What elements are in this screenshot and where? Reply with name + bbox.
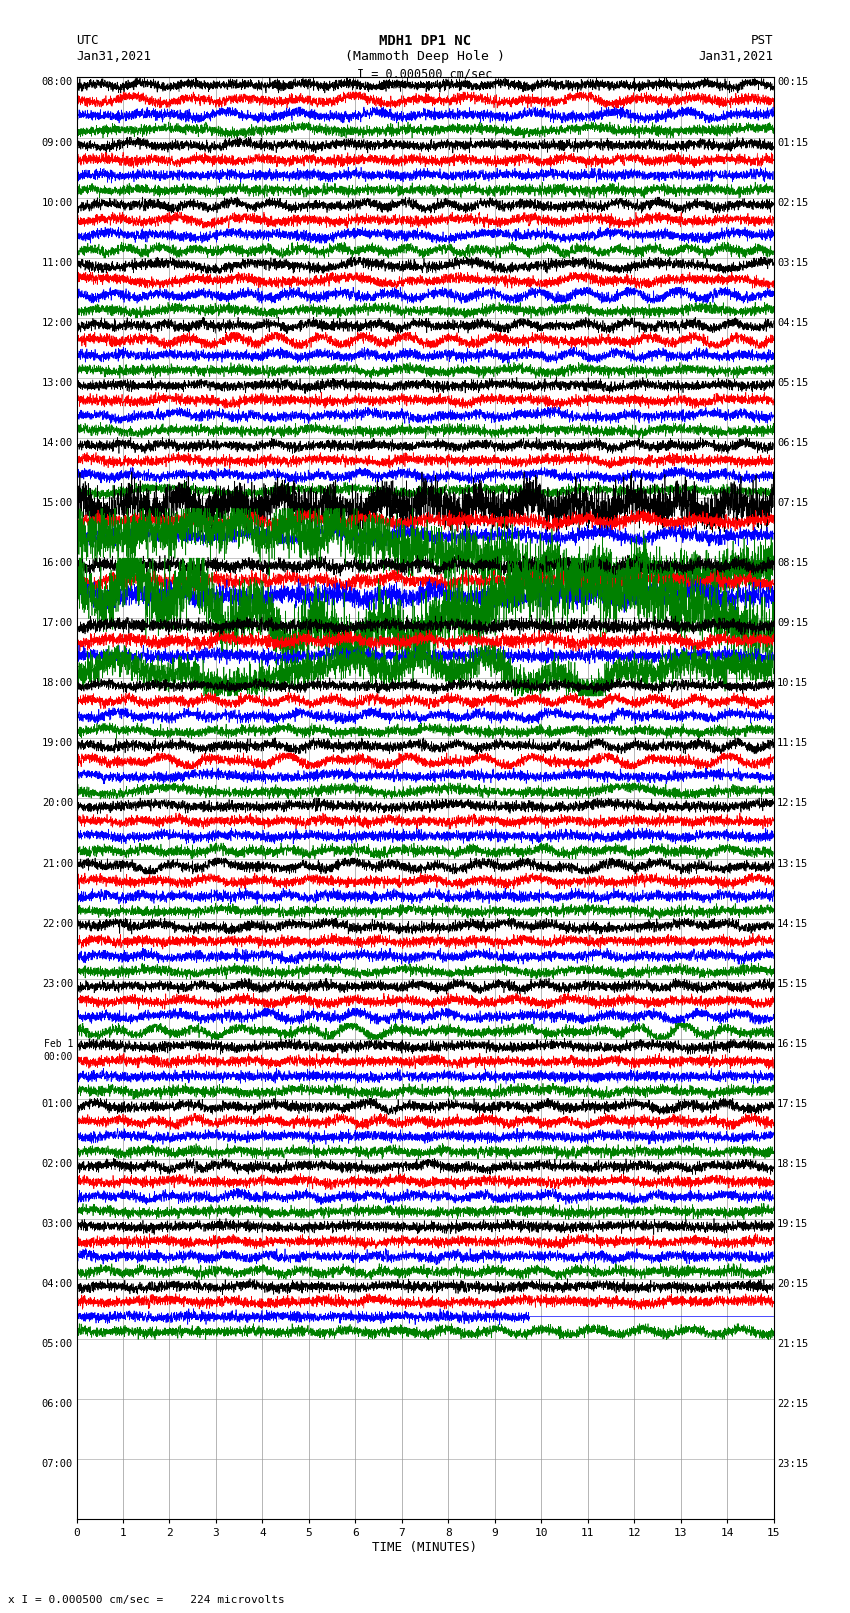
Text: 04:00: 04:00 (42, 1279, 73, 1289)
Text: 22:15: 22:15 (777, 1400, 808, 1410)
Text: 21:00: 21:00 (42, 858, 73, 868)
Text: Jan31,2021: Jan31,2021 (699, 50, 774, 63)
Text: 07:00: 07:00 (42, 1460, 73, 1469)
Text: 09:00: 09:00 (42, 137, 73, 147)
Text: PST: PST (751, 34, 774, 47)
Text: (Mammoth Deep Hole ): (Mammoth Deep Hole ) (345, 50, 505, 63)
Text: 17:15: 17:15 (777, 1098, 808, 1108)
Text: 05:00: 05:00 (42, 1339, 73, 1348)
Text: 10:15: 10:15 (777, 677, 808, 689)
Text: 10:00: 10:00 (42, 198, 73, 208)
Text: 13:00: 13:00 (42, 377, 73, 387)
Text: 23:15: 23:15 (777, 1460, 808, 1469)
Text: 19:15: 19:15 (777, 1219, 808, 1229)
Text: 20:00: 20:00 (42, 798, 73, 808)
Text: 00:15: 00:15 (777, 77, 808, 87)
Text: 00:00: 00:00 (43, 1052, 73, 1061)
X-axis label: TIME (MINUTES): TIME (MINUTES) (372, 1542, 478, 1555)
Text: 05:15: 05:15 (777, 377, 808, 387)
Text: 07:15: 07:15 (777, 498, 808, 508)
Text: 17:00: 17:00 (42, 618, 73, 627)
Text: 08:00: 08:00 (42, 77, 73, 87)
Text: 16:15: 16:15 (777, 1039, 808, 1048)
Text: 15:00: 15:00 (42, 498, 73, 508)
Text: 08:15: 08:15 (777, 558, 808, 568)
Text: 03:00: 03:00 (42, 1219, 73, 1229)
Text: 19:00: 19:00 (42, 739, 73, 748)
Text: 23:00: 23:00 (42, 979, 73, 989)
Text: 16:00: 16:00 (42, 558, 73, 568)
Text: I = 0.000500 cm/sec: I = 0.000500 cm/sec (357, 68, 493, 81)
Text: 18:00: 18:00 (42, 677, 73, 689)
Text: 06:00: 06:00 (42, 1400, 73, 1410)
Text: x I = 0.000500 cm/sec =    224 microvolts: x I = 0.000500 cm/sec = 224 microvolts (8, 1595, 286, 1605)
Text: 04:15: 04:15 (777, 318, 808, 327)
Text: 12:15: 12:15 (777, 798, 808, 808)
Text: 02:00: 02:00 (42, 1158, 73, 1169)
Text: 01:00: 01:00 (42, 1098, 73, 1108)
Text: 14:15: 14:15 (777, 919, 808, 929)
Text: 15:15: 15:15 (777, 979, 808, 989)
Text: 20:15: 20:15 (777, 1279, 808, 1289)
Text: 18:15: 18:15 (777, 1158, 808, 1169)
Text: Feb 1: Feb 1 (43, 1039, 73, 1048)
Text: 06:15: 06:15 (777, 439, 808, 448)
Text: MDH1 DP1 NC: MDH1 DP1 NC (379, 34, 471, 48)
Text: 11:15: 11:15 (777, 739, 808, 748)
Text: 03:15: 03:15 (777, 258, 808, 268)
Text: 09:15: 09:15 (777, 618, 808, 627)
Text: 21:15: 21:15 (777, 1339, 808, 1348)
Text: UTC: UTC (76, 34, 99, 47)
Text: Jan31,2021: Jan31,2021 (76, 50, 151, 63)
Text: 12:00: 12:00 (42, 318, 73, 327)
Text: 11:00: 11:00 (42, 258, 73, 268)
Text: 01:15: 01:15 (777, 137, 808, 147)
Text: 02:15: 02:15 (777, 198, 808, 208)
Text: 13:15: 13:15 (777, 858, 808, 868)
Text: 22:00: 22:00 (42, 919, 73, 929)
Text: 14:00: 14:00 (42, 439, 73, 448)
